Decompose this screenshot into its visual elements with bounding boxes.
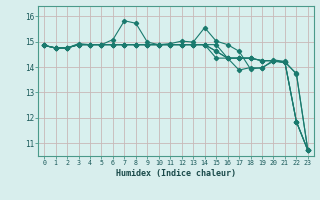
X-axis label: Humidex (Indice chaleur): Humidex (Indice chaleur) [116,169,236,178]
